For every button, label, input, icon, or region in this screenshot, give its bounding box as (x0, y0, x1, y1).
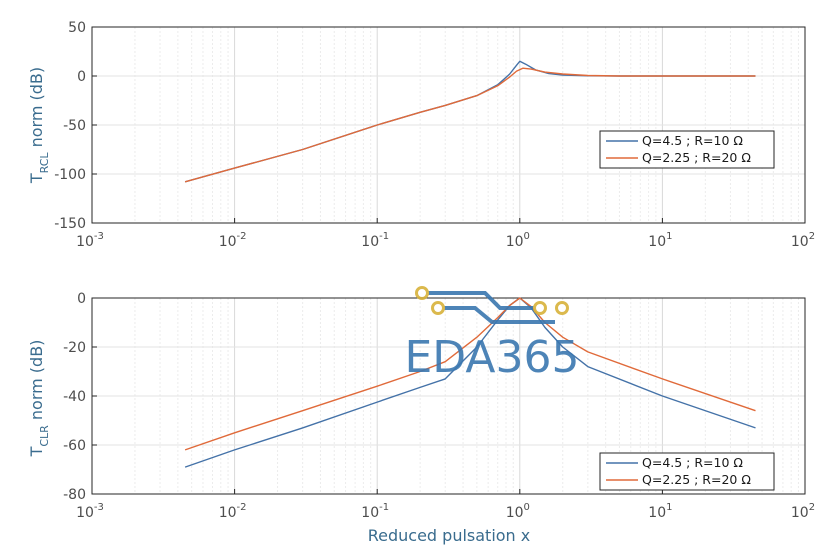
x-ticks-clr: 10-3 10-2 10-1 100 101 102 (76, 489, 815, 521)
series-line-q45 (184, 297, 756, 468)
legend-box-rcl (599, 130, 775, 169)
x-tick-label: 10-2 (219, 231, 247, 250)
x-tick-label: 102 (791, 231, 815, 250)
x-ticks-rcl: 10-3 10-2 10-1 100 101 102 (76, 218, 815, 250)
series-group-clr (184, 297, 756, 468)
legend-label-q225-rcl: Q=2.25 ; R=20 Ω (642, 150, 751, 165)
x-tick-label: 10-3 (76, 231, 104, 250)
y-ticks-clr: 0 -20 -40 -60 -80 (63, 291, 97, 503)
legend-box-clr (599, 452, 775, 491)
watermark-text: EDA365 (405, 332, 580, 383)
x-tick-label: 10-2 (219, 502, 247, 521)
y-axis-label-clr: TCLR norm (dB) (27, 340, 51, 458)
legend-rcl: Q=4.5 ; R=10 Ω Q=2.25 ; R=20 Ω (599, 130, 775, 169)
y-axis-label-rcl: TRCL norm (dB) (27, 67, 51, 184)
series-line-q225 (184, 297, 756, 451)
y-ticks-rcl: 50 0 -50 -100 -150 (54, 20, 97, 232)
y-tick-label: -60 (63, 438, 86, 454)
watermark: EDA365 (405, 286, 580, 383)
panel-clr: 0 -20 -40 -60 -80 10-3 10-2 10-1 100 101 102 TCLR… (27, 291, 815, 545)
x-axis-label: Reduced pulsation x (368, 526, 531, 545)
x-tick-label: 100 (506, 231, 530, 250)
legend-label-q45-clr: Q=4.5 ; R=10 Ω (642, 455, 743, 470)
y-tick-label: 0 (77, 69, 86, 85)
y-tick-label: -50 (63, 118, 86, 134)
y-tick-label: -40 (63, 389, 86, 405)
legend-label-q45-rcl: Q=4.5 ; R=10 Ω (642, 133, 743, 148)
legend-clr: Q=4.5 ; R=10 Ω Q=2.25 ; R=20 Ω (599, 452, 775, 491)
circuit-trace-logo (415, 286, 569, 324)
y-tick-label: -20 (63, 340, 86, 356)
y-tick-label: -100 (54, 167, 86, 183)
series-line-q225 (184, 67, 756, 183)
x-tick-label: 10-1 (361, 231, 389, 250)
x-tick-label: 102 (791, 502, 815, 521)
legend-label-q225-clr: Q=2.25 ; R=20 Ω (642, 472, 751, 487)
x-tick-label: 101 (648, 231, 672, 250)
grid-rcl (91, 26, 805, 224)
panel-rcl: 50 0 -50 -100 -150 10-3 10-2 10-1 100 101 102 TRC… (27, 20, 815, 250)
x-tick-label: 100 (506, 502, 530, 521)
x-tick-label: 10-1 (361, 502, 389, 521)
x-tick-label: 10-3 (76, 502, 104, 521)
y-tick-label: 50 (68, 20, 86, 36)
y-tick-label: -150 (54, 216, 86, 232)
y-tick-label: -80 (63, 487, 86, 503)
x-tick-label: 101 (648, 502, 672, 521)
y-tick-label: 0 (77, 291, 86, 307)
series-group-rcl (184, 60, 756, 183)
